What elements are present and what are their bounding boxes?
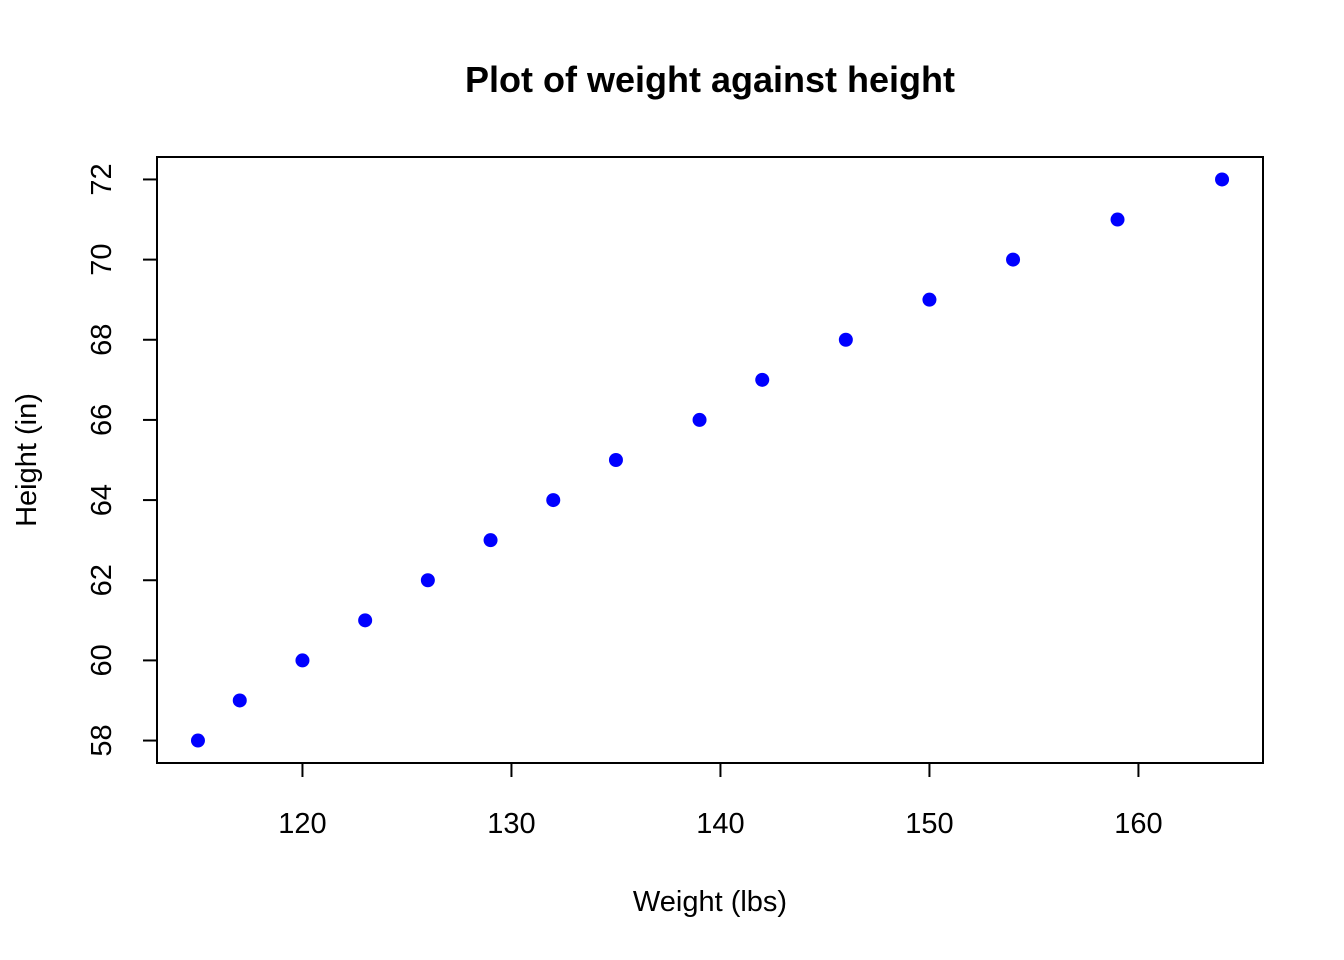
y-tick-label: 70 [86,243,118,275]
x-tick-label: 130 [487,808,535,840]
x-axis: 120 130 140 150 160 [278,762,1163,840]
y-tick-label: 72 [86,163,118,195]
y-tick-label: 68 [86,324,118,356]
data-point [295,653,310,668]
data-point [922,292,937,307]
x-tick-label: 150 [905,808,953,840]
data-point [546,493,561,508]
y-tick-label: 64 [86,484,118,516]
data-point [190,733,205,748]
y-axis: 58 60 62 64 66 68 70 72 [86,163,158,757]
data-point [483,533,498,548]
x-tick-label: 140 [696,808,744,840]
y-tick-label: 60 [86,644,118,676]
data-point [755,372,770,387]
data-point [1006,252,1021,267]
x-tick-label: 120 [278,808,326,840]
data-point [358,613,373,628]
plot-area-frame [156,156,1264,764]
y-axis-label: Height (in) [11,393,43,527]
y-tick-label: 62 [86,564,118,596]
data-point [608,453,623,467]
x-tick-label: 160 [1114,808,1162,840]
data-point [232,693,247,708]
y-tick-label: 58 [86,724,118,756]
chart-title: Plot of weight against height [465,59,955,100]
data-point [838,332,853,347]
y-tick-label: 66 [86,404,118,436]
data-points [190,172,1230,748]
data-point [1110,212,1125,227]
data-point [420,573,435,588]
x-axis-label: Weight (lbs) [633,886,787,918]
data-point [692,412,707,427]
data-point [1215,172,1230,187]
